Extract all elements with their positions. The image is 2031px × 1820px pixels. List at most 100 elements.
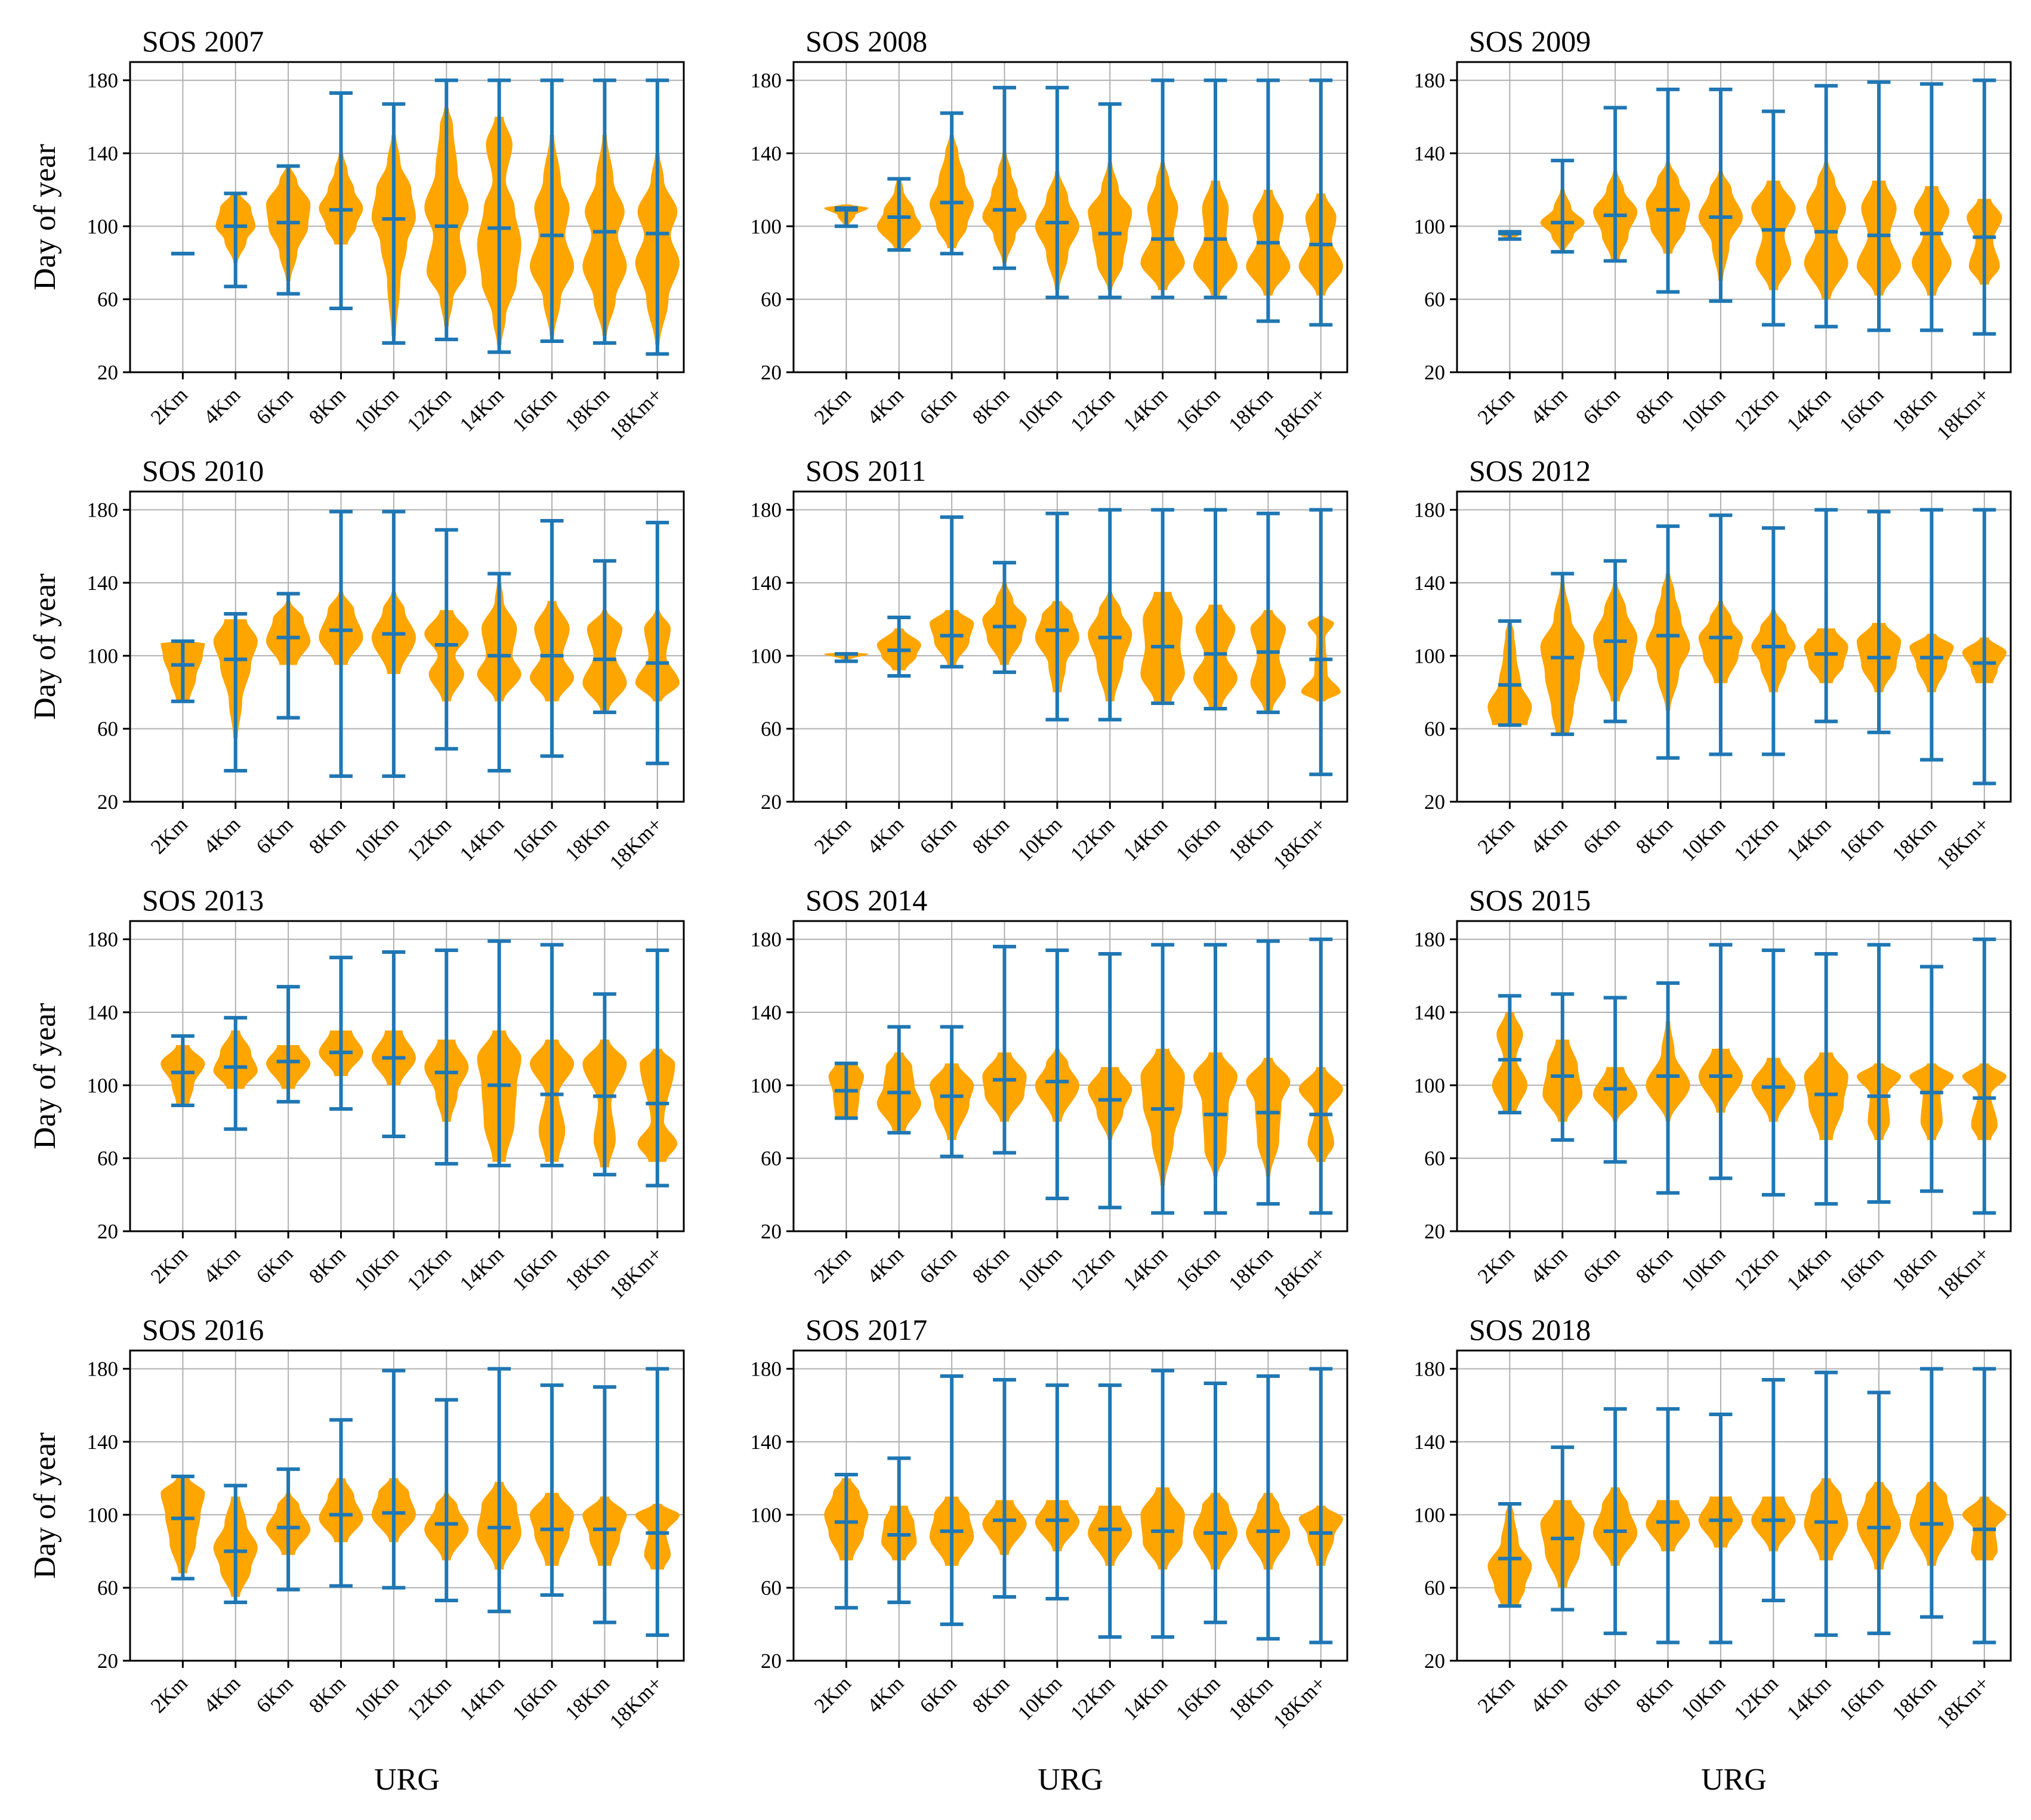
y-tick-label: 180 xyxy=(751,928,782,951)
x-tick-label: 10Km xyxy=(350,1242,403,1295)
panel-sos-2009: 20 60 100 140 180 2Km 4Km 6Km 8Km10Km12Km14Km16K… xyxy=(1414,24,2012,444)
y-tick-label: 20 xyxy=(97,361,118,384)
x-tick-label: 16Km xyxy=(1171,1242,1224,1295)
x-tick-label: 18Km+ xyxy=(1932,383,1993,444)
y-tick-label: 100 xyxy=(751,1074,782,1097)
x-tick-label: 16Km xyxy=(1835,812,1888,866)
x-tick-label: 2Km xyxy=(810,1671,856,1717)
x-tick-label: 4Km xyxy=(862,1242,908,1288)
x-tick-label: 14Km xyxy=(1119,1671,1172,1725)
x-tick-label: 2Km xyxy=(1473,383,1519,429)
x-axis-label: URG xyxy=(1701,1763,1767,1797)
x-tick-label: 2Km xyxy=(810,1242,856,1288)
x-tick-label: 8Km xyxy=(968,812,1014,858)
x-tick-label: 18Km+ xyxy=(1268,1671,1330,1733)
y-tick-label: 20 xyxy=(1424,1649,1445,1673)
panel-sos-2011: 20 60 100 140 180 2Km 4Km 6Km 8Km10Km12Km14Km16K… xyxy=(751,454,1348,874)
x-tick-label: 8Km xyxy=(304,1242,350,1288)
x-tick-label: 10Km xyxy=(1677,1671,1730,1725)
y-tick-label: 20 xyxy=(1424,1220,1445,1243)
y-tick-label: 60 xyxy=(97,718,118,741)
y-tick-label: 100 xyxy=(751,1503,782,1527)
y-tick-label: 20 xyxy=(97,1220,118,1243)
x-tick-label: 6Km xyxy=(252,1671,298,1717)
y-tick-label: 20 xyxy=(97,1649,118,1673)
y-axis-label: Day of year xyxy=(28,1003,62,1149)
x-tick-label: 12Km xyxy=(402,812,455,866)
y-axis-label: Day of year xyxy=(28,573,62,719)
x-tick-label: 14Km xyxy=(455,383,508,436)
x-tick-label: 6Km xyxy=(915,1671,961,1717)
panel-title: SOS 2016 xyxy=(142,1313,264,1346)
x-tick-label: 12Km xyxy=(402,1671,455,1725)
x-tick-label: 4Km xyxy=(199,1671,245,1717)
panel-sos-2012: 20 60 100 140 180 2Km 4Km 6Km 8Km10Km12Km14Km16K… xyxy=(1414,454,2012,874)
y-tick-label: 140 xyxy=(751,1430,782,1454)
x-tick-label: 4Km xyxy=(199,1242,245,1288)
y-tick-label: 140 xyxy=(751,571,782,595)
x-tick-label: 12Km xyxy=(402,383,455,436)
y-tick-label: 180 xyxy=(751,1358,782,1381)
y-tick-label: 140 xyxy=(1414,1001,1446,1024)
x-tick-label: 2Km xyxy=(146,1242,192,1288)
x-tick-label: 6Km xyxy=(1579,383,1625,429)
y-tick-label: 100 xyxy=(87,1074,119,1097)
y-tick-label: 20 xyxy=(97,790,118,814)
plot-frame xyxy=(792,1349,1348,1662)
x-axis-label: URG xyxy=(374,1763,440,1797)
y-tick-label: 180 xyxy=(751,69,782,92)
x-tick-label: 4Km xyxy=(862,1671,908,1717)
y-tick-label: 60 xyxy=(761,288,782,311)
x-tick-label: 6Km xyxy=(252,1242,298,1288)
x-tick-label: 14Km xyxy=(1119,383,1172,436)
y-tick-label: 140 xyxy=(751,142,782,165)
x-tick-label: 6Km xyxy=(1579,1242,1625,1288)
panel-title: SOS 2010 xyxy=(142,454,264,487)
plot-frame xyxy=(1456,490,2012,803)
x-tick-label: 14Km xyxy=(1119,1242,1172,1295)
x-tick-label: 14Km xyxy=(455,1242,508,1295)
y-tick-label: 140 xyxy=(87,1001,119,1024)
panel-title: SOS 2011 xyxy=(805,454,926,487)
y-tick-label: 100 xyxy=(1414,1074,1446,1097)
plot-frame xyxy=(129,1349,685,1662)
panel-sos-2016: 20 60 100 140 180 2Km 4Km 6Km 8Km10Km12Km14Km16K… xyxy=(28,1313,685,1797)
plot-frame xyxy=(792,490,1348,803)
panel-sos-2015: 20 60 100 140 180 2Km 4Km 6Km 8Km10Km12Km14Km16K… xyxy=(1414,883,2012,1303)
y-tick-label: 60 xyxy=(1424,718,1445,741)
y-axis-label: Day of year xyxy=(28,1432,62,1578)
x-tick-label: 6Km xyxy=(1579,812,1625,858)
x-tick-label: 12Km xyxy=(1066,1242,1119,1295)
x-tick-label: 16Km xyxy=(1835,383,1888,436)
x-tick-label: 16Km xyxy=(1171,812,1224,866)
x-tick-label: 12Km xyxy=(1066,1671,1119,1725)
x-tick-label: 16Km xyxy=(508,1242,561,1295)
x-tick-label: 18Km+ xyxy=(605,383,666,444)
panel-title: SOS 2018 xyxy=(1469,1313,1591,1346)
x-tick-label: 18Km+ xyxy=(1932,812,1993,874)
x-tick-label: 18Km+ xyxy=(1932,1671,1993,1733)
x-tick-label: 6Km xyxy=(1579,1671,1625,1717)
panel-sos-2017: 20 60 100 140 180 2Km 4Km 6Km 8Km10Km12Km14Km16K… xyxy=(751,1313,1348,1797)
x-tick-label: 12Km xyxy=(1729,1242,1782,1295)
x-tick-label: 2Km xyxy=(810,812,856,858)
x-tick-label: 12Km xyxy=(1729,812,1782,866)
x-tick-label: 18Km+ xyxy=(1268,383,1330,444)
x-tick-label: 8Km xyxy=(968,1671,1014,1717)
y-tick-label: 20 xyxy=(1424,361,1445,384)
x-tick-label: 16Km xyxy=(508,812,561,866)
x-tick-label: 6Km xyxy=(915,1242,961,1288)
y-tick-label: 60 xyxy=(761,1577,782,1600)
x-tick-label: 10Km xyxy=(1013,383,1066,436)
panel-title: SOS 2017 xyxy=(805,1313,927,1346)
x-tick-label: 16Km xyxy=(1835,1671,1888,1725)
plot-frame xyxy=(792,61,1348,373)
panel-sos-2007: 20 60 100 140 180 2Km 4Km 6Km 8Km10Km12Km14Km16K… xyxy=(28,24,685,444)
x-tick-label: 14Km xyxy=(1119,812,1172,866)
plot-frame xyxy=(129,920,685,1232)
x-tick-label: 12Km xyxy=(402,1242,455,1295)
panel-title: SOS 2015 xyxy=(1469,883,1591,917)
y-tick-label: 20 xyxy=(1424,790,1445,814)
x-tick-label: 12Km xyxy=(1066,812,1119,866)
